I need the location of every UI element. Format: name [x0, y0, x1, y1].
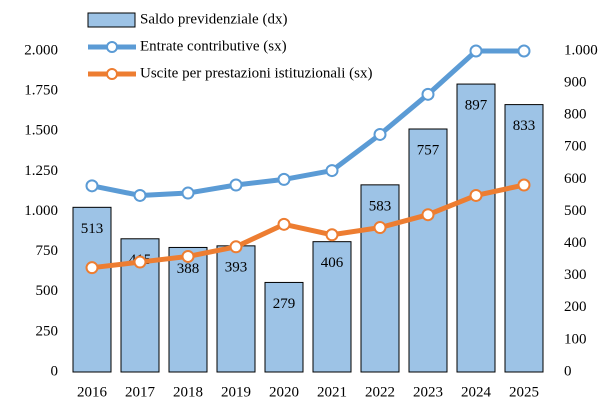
legend-swatch	[87, 12, 136, 28]
y2-tick-label: 500	[564, 203, 587, 219]
legend-label: Uscite per prestazioni istituzionali (sx…	[140, 65, 372, 81]
y2-tick-label: 800	[564, 107, 587, 123]
legend-label: Saldo previdenziale (dx)	[140, 11, 287, 27]
y2-tick-label: 900	[564, 75, 587, 91]
data-label: 583	[369, 198, 392, 214]
data-label: 513	[81, 221, 104, 237]
x-tick-label: 2024	[461, 384, 492, 400]
y-tick-label: 500	[36, 283, 59, 299]
point	[277, 172, 291, 186]
x-tick-label: 2023	[413, 384, 443, 400]
data-label: 406	[321, 255, 344, 271]
legend-label: Entrate contributive (sx)	[140, 38, 287, 54]
y2-tick-label: 100	[564, 331, 587, 347]
point	[229, 240, 243, 254]
x-tick-label: 2017	[125, 384, 156, 400]
point	[469, 188, 483, 202]
point	[517, 178, 531, 192]
bar	[168, 246, 208, 373]
x-tick-label: 2022	[365, 384, 395, 400]
bar	[312, 241, 352, 373]
bar	[408, 128, 448, 373]
y-tick-label: 2.000	[24, 42, 58, 58]
data-label: 833	[513, 118, 536, 134]
point	[181, 186, 195, 200]
point	[85, 261, 99, 275]
point	[421, 87, 435, 101]
x-tick-label: 2021	[317, 384, 347, 400]
y2-tick-label: 700	[564, 139, 587, 155]
data-label: 897	[465, 98, 488, 114]
x-tick-label: 2016	[77, 384, 108, 400]
y2-tick-label: 0	[564, 363, 572, 379]
y-tick-label: 750	[36, 243, 59, 259]
bar	[360, 184, 400, 373]
y-tick-label: 0	[51, 363, 59, 379]
y-tick-label: 1.750	[24, 83, 58, 99]
y2-tick-label: 400	[564, 235, 587, 251]
point	[229, 178, 243, 192]
x-tick-label: 2018	[173, 384, 203, 400]
point	[85, 179, 99, 193]
point	[469, 44, 483, 58]
x-tick-label: 2025	[509, 384, 539, 400]
point	[277, 217, 291, 231]
y-tick-label: 1.500	[24, 123, 58, 139]
data-label: 279	[273, 296, 296, 312]
point	[181, 249, 195, 263]
point	[325, 228, 339, 242]
y2-tick-label: 1.000	[564, 42, 598, 58]
data-label: 757	[417, 142, 440, 158]
y-tick-label: 250	[36, 323, 59, 339]
y-tick-label: 1.250	[24, 163, 58, 179]
bar	[72, 206, 112, 373]
point	[517, 44, 531, 58]
data-label: 388	[177, 261, 200, 277]
y2-tick-label: 300	[564, 267, 587, 283]
point	[421, 208, 435, 222]
point	[373, 221, 387, 235]
point	[325, 164, 339, 178]
data-label: 393	[225, 259, 248, 275]
y2-tick-label: 600	[564, 171, 587, 187]
bar	[504, 104, 544, 373]
legend-swatch	[106, 68, 118, 80]
line	[91, 182, 525, 271]
y2-tick-label: 200	[564, 299, 587, 315]
x-tick-label: 2019	[221, 384, 251, 400]
point	[373, 127, 387, 141]
legend-swatch	[106, 41, 118, 53]
y-tick-label: 1.000	[24, 203, 58, 219]
point	[133, 255, 147, 269]
bar	[216, 245, 256, 373]
point	[133, 188, 147, 202]
x-tick-label: 2020	[269, 384, 299, 400]
bar	[264, 281, 304, 373]
line	[91, 48, 524, 198]
bar	[456, 83, 496, 373]
